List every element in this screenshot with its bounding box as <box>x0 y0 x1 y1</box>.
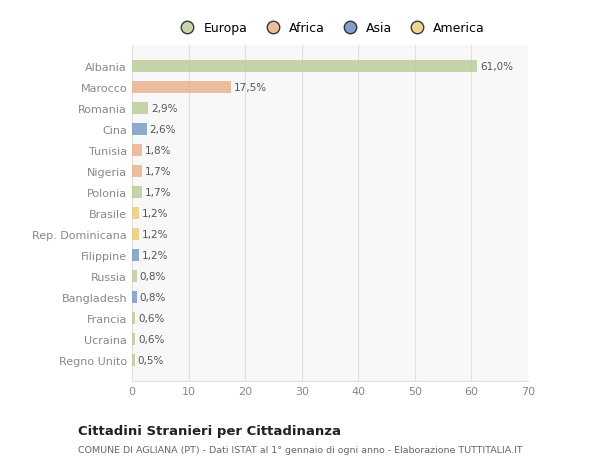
Text: 2,9%: 2,9% <box>151 104 178 114</box>
Bar <box>132 166 142 177</box>
Text: 1,7%: 1,7% <box>145 167 171 177</box>
Text: 0,6%: 0,6% <box>138 334 164 344</box>
Text: 1,8%: 1,8% <box>145 146 172 156</box>
Text: 1,2%: 1,2% <box>142 230 168 239</box>
Bar <box>132 229 139 240</box>
Bar <box>132 61 477 73</box>
Bar <box>132 313 136 324</box>
Text: 1,7%: 1,7% <box>145 188 171 197</box>
Bar <box>132 82 231 94</box>
Bar <box>132 250 139 261</box>
Bar <box>132 270 137 282</box>
Bar <box>132 145 142 157</box>
Text: 0,8%: 0,8% <box>139 292 166 302</box>
Text: Cittadini Stranieri per Cittadinanza: Cittadini Stranieri per Cittadinanza <box>78 425 341 437</box>
Text: 17,5%: 17,5% <box>234 83 267 93</box>
Text: 0,5%: 0,5% <box>137 355 164 365</box>
Bar <box>132 187 142 198</box>
Bar <box>132 207 139 219</box>
Text: 1,2%: 1,2% <box>142 250 168 260</box>
Text: 2,6%: 2,6% <box>149 125 176 134</box>
Text: 0,8%: 0,8% <box>139 271 166 281</box>
Bar <box>132 103 148 114</box>
Legend: Europa, Africa, Asia, America: Europa, Africa, Asia, America <box>171 19 489 39</box>
Text: COMUNE DI AGLIANA (PT) - Dati ISTAT al 1° gennaio di ogni anno - Elaborazione TU: COMUNE DI AGLIANA (PT) - Dati ISTAT al 1… <box>78 445 523 454</box>
Bar <box>132 354 135 366</box>
Bar <box>132 333 136 345</box>
Bar <box>132 291 137 303</box>
Text: 1,2%: 1,2% <box>142 208 168 218</box>
Bar <box>132 124 147 135</box>
Text: 0,6%: 0,6% <box>138 313 164 323</box>
Text: 61,0%: 61,0% <box>480 62 513 72</box>
